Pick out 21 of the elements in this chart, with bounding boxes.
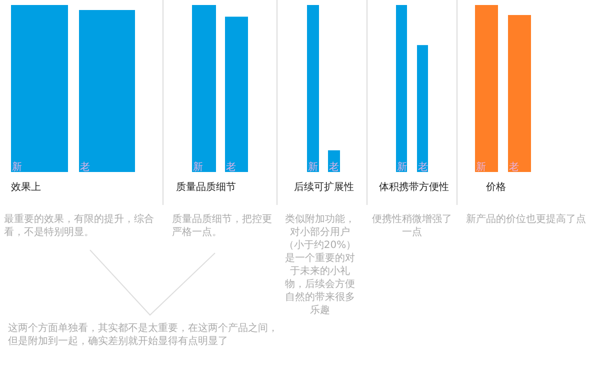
x-tick-label: 老 xyxy=(329,161,339,173)
text: 新产品的价位也更提高了点 xyxy=(466,213,587,226)
x-tick-label: 老 xyxy=(418,161,428,173)
x-axis-title: 体积携带方便性 xyxy=(379,180,449,194)
x-axis-title: 质量品质细节 xyxy=(176,180,236,194)
x-tick-label: 老 xyxy=(509,161,519,173)
x-tick-label: 新 xyxy=(397,161,407,173)
text: 最重要的效果，有限的提升，综合看，不是特别明显。 xyxy=(4,213,155,239)
x-tick-label: 新 xyxy=(193,161,203,173)
text: 类似附加功能，对小部分用户（小于约20%）是一个重要的对于未来的小礼物，后续会方便自然的带来很多乐趣 xyxy=(282,213,358,317)
text: 质量品质细节，把控更严格一点。 xyxy=(172,213,272,239)
x-axis-title: 效果上 xyxy=(11,180,41,194)
x-tick-label: 新 xyxy=(476,161,486,173)
x-axis-title: 后续可扩展性 xyxy=(294,180,354,194)
x-tick-label: 老 xyxy=(226,161,236,173)
x-tick-label: 新 xyxy=(12,161,22,173)
text: 这两个方面单独看，其实都不是太重要，在这两个产品之间，但是附加到一起，确实差别就开始显得有点明显了 xyxy=(8,322,278,348)
x-tick-label: 老 xyxy=(80,161,90,173)
x-axis-title: 价格 xyxy=(486,180,506,194)
text: 便携性稍微增强了一点 xyxy=(371,213,453,239)
x-tick-label: 新 xyxy=(308,161,318,173)
